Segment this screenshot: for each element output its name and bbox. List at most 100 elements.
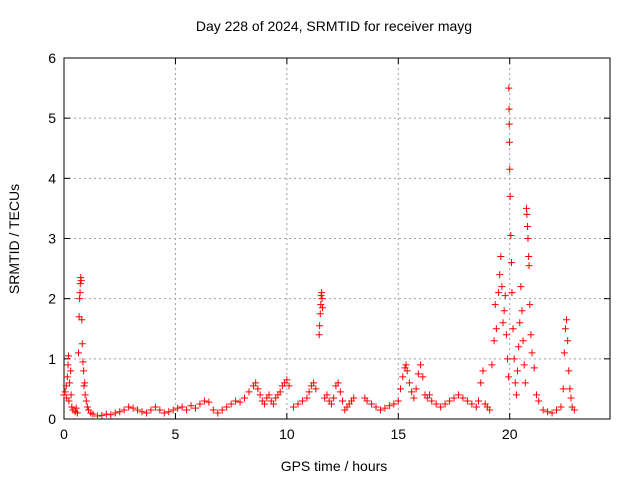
y-tick-label: 2 <box>48 291 56 307</box>
data-point <box>64 352 72 360</box>
data-point <box>138 408 146 416</box>
data-point <box>227 400 235 408</box>
data-point <box>111 409 119 417</box>
data-point <box>563 316 571 324</box>
data-point <box>254 385 262 393</box>
data-point <box>505 120 513 128</box>
data-point <box>142 409 150 417</box>
data-point <box>76 295 84 303</box>
data-point <box>67 391 75 399</box>
data-point <box>548 409 556 417</box>
chart-title: Day 228 of 2024, SRMTID for receiver may… <box>196 18 472 34</box>
data-point <box>147 406 155 414</box>
data-point <box>290 403 298 411</box>
data-point <box>459 394 467 402</box>
data-point <box>432 400 440 408</box>
data-point <box>505 138 513 146</box>
data-point <box>446 397 454 405</box>
data-point <box>525 262 533 270</box>
x-axis-label: GPS time / hours <box>281 458 388 474</box>
data-point <box>497 253 505 261</box>
data-point <box>463 397 471 405</box>
data-point <box>381 404 389 412</box>
data-point <box>565 367 573 375</box>
data-point <box>524 222 532 230</box>
data-point <box>236 398 244 406</box>
data-point <box>303 394 311 402</box>
data-point <box>518 307 526 315</box>
data-point <box>218 406 226 414</box>
data-point <box>285 382 293 390</box>
data-point <box>500 307 508 315</box>
data-point <box>350 394 358 402</box>
data-point <box>276 388 284 396</box>
data-point <box>539 406 547 414</box>
data-point <box>507 231 515 239</box>
data-point <box>376 406 384 414</box>
data-point <box>316 310 324 318</box>
data-point <box>523 210 531 218</box>
data-point <box>414 370 422 378</box>
data-point <box>125 403 133 411</box>
data-point <box>475 397 483 405</box>
y-axis-tick-labels: 0 1 2 3 4 5 6 <box>48 50 56 427</box>
data-point <box>191 404 199 412</box>
data-point <box>209 406 217 414</box>
data-point <box>503 355 511 363</box>
data-point <box>417 361 425 369</box>
data-point <box>319 304 327 312</box>
data-point <box>502 331 510 339</box>
data-point <box>310 379 318 387</box>
data-point <box>454 391 462 399</box>
data-point <box>368 400 376 408</box>
data-point <box>77 277 85 285</box>
y-tick-label: 5 <box>48 110 56 126</box>
data-point <box>67 367 75 375</box>
data-point <box>312 385 320 393</box>
data-point <box>509 325 517 333</box>
data-point <box>566 385 574 393</box>
data-point <box>561 325 569 333</box>
data-point <box>410 394 418 402</box>
data-point <box>507 259 515 267</box>
data-point <box>93 412 101 420</box>
data-point <box>405 379 413 387</box>
data-point <box>508 289 516 297</box>
data-point <box>330 394 338 402</box>
data-point <box>488 361 496 369</box>
data-point <box>63 373 71 381</box>
data-point <box>200 397 208 405</box>
data-point <box>403 367 411 375</box>
data-point <box>498 283 506 291</box>
data-point <box>327 400 335 408</box>
data-point <box>428 397 436 405</box>
data-point <box>74 349 82 357</box>
data-point <box>499 319 507 327</box>
data-point <box>241 394 249 402</box>
x-tick-label: 5 <box>172 426 180 442</box>
data-point <box>317 301 325 309</box>
data-point <box>339 397 347 405</box>
data-point <box>394 397 402 405</box>
data-point <box>510 355 518 363</box>
data-point <box>76 289 84 297</box>
data-point <box>169 406 177 414</box>
data-point <box>334 379 342 387</box>
data-point <box>120 406 128 414</box>
y-tick-label: 1 <box>48 351 56 367</box>
x-axis-tick-labels: 0 5 10 15 20 <box>60 426 518 442</box>
data-point <box>495 289 503 297</box>
data-point <box>72 404 80 412</box>
data-point <box>261 400 269 408</box>
data-point <box>397 385 405 393</box>
data-point <box>521 379 529 387</box>
data-point <box>178 403 186 411</box>
data-point <box>506 165 514 173</box>
data-point <box>160 409 168 417</box>
data-point <box>527 331 535 339</box>
y-tick-label: 3 <box>48 231 56 247</box>
data-point <box>318 289 326 297</box>
axis-ticks <box>63 57 610 420</box>
data-point <box>553 406 561 414</box>
